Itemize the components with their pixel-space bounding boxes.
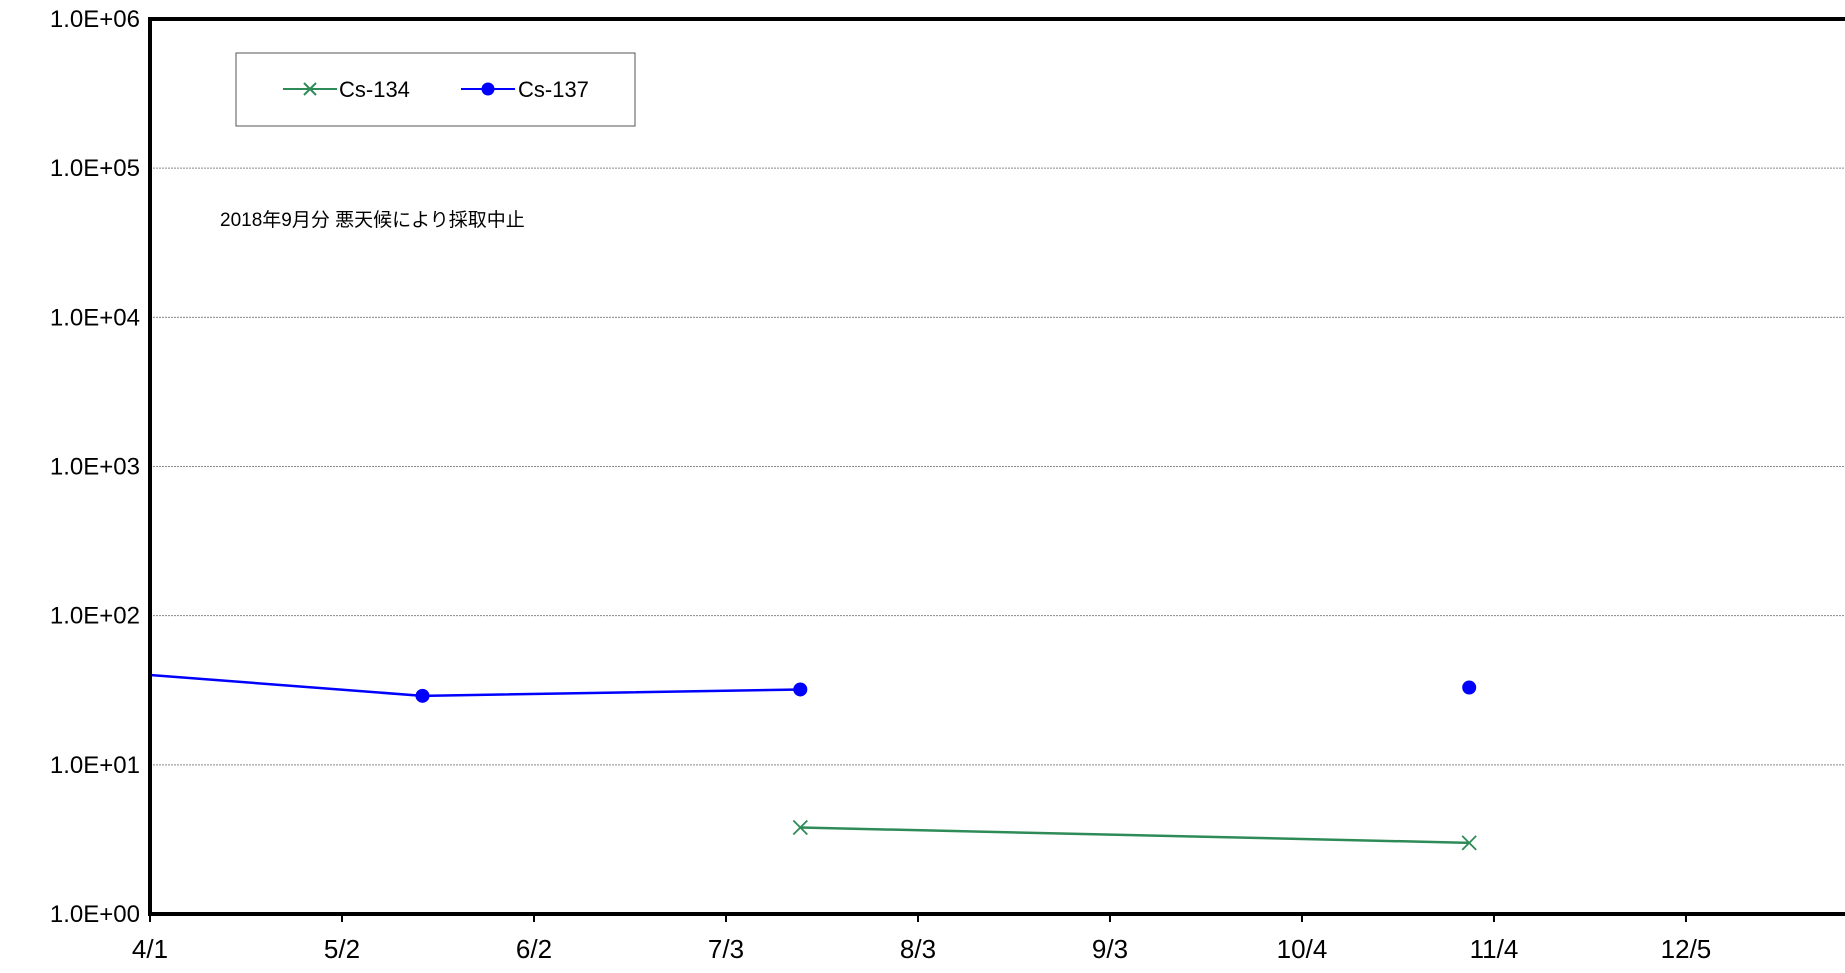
chart-annotation: 2018年9月分 悪天候により採取中止 bbox=[220, 209, 525, 231]
grid-layer bbox=[149, 167, 1845, 922]
y-tick-label: 1.0E+04 bbox=[50, 304, 140, 331]
x-tick-label: 10/4 bbox=[1277, 934, 1328, 964]
x-tick-label: 12/5 bbox=[1661, 934, 1712, 964]
x-tick-label: 11/4 bbox=[1470, 934, 1519, 964]
y-tick-labels: 1.0E+00 1.0E+01 1.0E+02 1.0E+03 1.0E+04 1.0E+… bbox=[50, 6, 140, 928]
y-tick-label: 1.0E+06 bbox=[50, 6, 140, 33]
legend: Cs-134 Cs-137 bbox=[235, 52, 636, 127]
data-point-cs137 bbox=[1462, 680, 1477, 695]
series-cs134 bbox=[792, 819, 1477, 851]
x-tick-labels: 4/1 5/2 6/2 7/3 8/3 9/3 10/4 11/4 12/5 bbox=[132, 934, 1711, 964]
y-tick-label: 1.0E+03 bbox=[50, 454, 140, 481]
legend-label-cs134: Cs-134 bbox=[339, 77, 410, 102]
series-line-cs134 bbox=[800, 826, 1470, 845]
data-point-cs137 bbox=[793, 682, 808, 697]
data-point-cs134 bbox=[792, 819, 808, 836]
y-tick-label: 1.0E+05 bbox=[50, 155, 140, 182]
x-tick-label: 9/3 bbox=[1092, 934, 1128, 964]
legend-label-cs137: Cs-137 bbox=[518, 77, 589, 102]
legend-marker-cs134 bbox=[303, 82, 317, 96]
plot-frame bbox=[148, 17, 1845, 916]
x-tick-label: 7/3 bbox=[708, 934, 744, 964]
y-tick-label: 1.0E+02 bbox=[50, 603, 140, 630]
x-tick-label: 5/2 bbox=[324, 934, 360, 964]
legend-marker-cs137 bbox=[481, 82, 495, 96]
x-tick-label: 6/2 bbox=[516, 934, 552, 964]
y-tick-label: 1.0E+01 bbox=[50, 752, 140, 779]
data-point-cs137 bbox=[415, 688, 430, 703]
data-point-cs134 bbox=[1461, 835, 1477, 851]
x-tick-label: 4/1 bbox=[132, 934, 168, 964]
x-tick-label: 8/3 bbox=[900, 934, 936, 964]
series-layer bbox=[149, 673, 1477, 851]
y-tick-label: 1.0E+00 bbox=[50, 901, 140, 928]
series-cs137 bbox=[149, 673, 1477, 703]
